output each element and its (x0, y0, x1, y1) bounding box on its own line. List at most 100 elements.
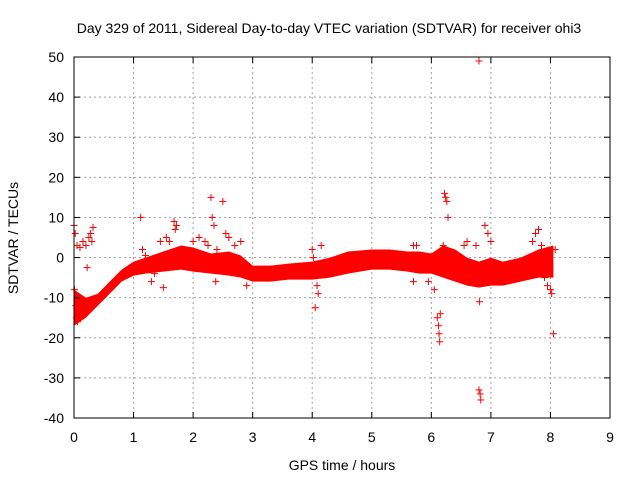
data-point (237, 238, 245, 246)
data-point (424, 278, 432, 286)
data-point (313, 282, 321, 290)
data-point (89, 223, 97, 231)
y-tick-label: 0 (56, 250, 64, 266)
data-point (475, 386, 483, 394)
data-point (171, 225, 179, 233)
y-tick-label: -20 (44, 330, 64, 346)
data-point (83, 264, 91, 272)
data-point (231, 242, 239, 250)
data-band (74, 245, 554, 326)
y-tick-labels: -40 -30 -20 -10 0 10 20 30 40 50 (44, 49, 64, 426)
data-point (159, 284, 167, 292)
data-point (144, 266, 152, 274)
data-point (71, 286, 79, 294)
data-point (150, 270, 158, 278)
data-point (535, 225, 543, 233)
data-point (538, 242, 546, 250)
plot-frame (73, 56, 611, 419)
data-point (484, 229, 492, 237)
data-point (463, 238, 471, 246)
x-tick-label: 6 (427, 429, 435, 445)
data-point (88, 238, 96, 246)
x-tick-label: 8 (547, 429, 555, 445)
data-point (212, 278, 220, 286)
data-point (162, 234, 170, 241)
data-point (460, 242, 468, 250)
data-points-layer (70, 57, 559, 404)
data-point (529, 238, 537, 246)
data-point (137, 213, 145, 221)
y-tick-label: 40 (48, 89, 64, 105)
data-point (225, 234, 233, 241)
y-tick-label: 50 (48, 49, 64, 65)
data-point (308, 246, 316, 254)
data-point (74, 318, 82, 326)
data-point (222, 229, 230, 237)
data-point (219, 197, 227, 205)
data-point (433, 314, 441, 322)
data-point (170, 217, 178, 225)
x-tick-label: 5 (368, 429, 376, 445)
data-point (85, 234, 93, 241)
data-point (476, 298, 484, 306)
data-point (436, 310, 444, 318)
data-point (412, 242, 420, 250)
data-point (204, 242, 212, 250)
data-point (434, 322, 442, 330)
data-point (430, 286, 438, 294)
data-point (314, 290, 322, 298)
data-point (309, 254, 317, 262)
data-point (549, 330, 557, 338)
grid (74, 57, 610, 418)
data-point (487, 238, 495, 246)
data-point (243, 282, 251, 290)
data-point (147, 278, 155, 286)
y-tick-label: -40 (44, 410, 64, 426)
data-point (540, 274, 548, 282)
data-point (165, 238, 173, 246)
data-point (409, 278, 417, 286)
data-band-layer (74, 245, 554, 326)
x-tick-labels: 0 1 2 3 4 5 6 7 8 9 (70, 429, 614, 445)
data-point (87, 229, 95, 237)
data-point (476, 390, 484, 398)
data-point (138, 246, 146, 254)
x-axis-title: GPS time / hours (289, 457, 396, 473)
x-tick-label: 9 (606, 429, 614, 445)
data-point (435, 330, 443, 338)
data-point (442, 193, 450, 201)
data-point (543, 282, 551, 290)
data-point (546, 286, 554, 294)
y-tick-label: -10 (44, 290, 64, 306)
y-axis-title: SDTVAR / TECUs (5, 182, 21, 294)
y-tick-label: -30 (44, 370, 64, 386)
data-point (439, 242, 447, 250)
data-point (443, 197, 451, 205)
y-tick-label: 30 (48, 129, 64, 145)
x-tick-label: 0 (70, 429, 78, 445)
data-point (189, 238, 197, 246)
data-point (548, 290, 556, 298)
data-point (472, 242, 480, 250)
data-point (76, 244, 84, 252)
data-point (475, 57, 483, 65)
data-point (79, 238, 87, 246)
data-point (71, 229, 79, 237)
data-point (201, 238, 209, 246)
chart-title: Day 329 of 2011, Sidereal Day-to-day VTE… (77, 20, 582, 36)
data-point (436, 338, 444, 346)
data-point (311, 304, 319, 312)
data-point (207, 193, 215, 201)
x-tick-label: 3 (249, 429, 257, 445)
y-tick-label: 10 (48, 209, 64, 225)
x-tick-label: 7 (487, 429, 495, 445)
x-tick-label: 4 (308, 429, 316, 445)
data-point (317, 242, 325, 250)
axis-ticks (73, 56, 611, 419)
data-point (210, 221, 218, 229)
data-point (172, 221, 180, 229)
y-tick-label: 20 (48, 169, 64, 185)
data-point (532, 229, 540, 237)
data-point (208, 213, 216, 221)
